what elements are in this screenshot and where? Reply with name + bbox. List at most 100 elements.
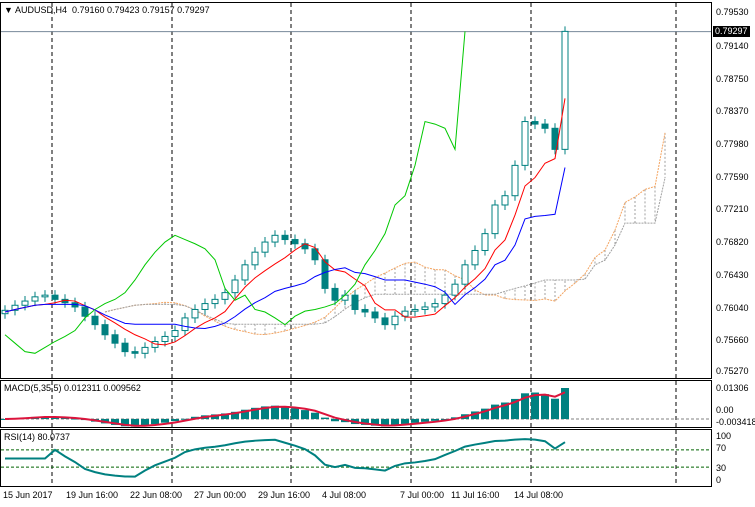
macd-bar bbox=[561, 388, 569, 419]
macd-bar bbox=[131, 419, 139, 427]
macd-bar bbox=[161, 419, 169, 423]
macd-bar bbox=[171, 419, 179, 422]
rsi-line bbox=[5, 438, 566, 478]
candle bbox=[521, 121, 529, 166]
candle bbox=[241, 264, 249, 281]
current-price-label: 0.79297 bbox=[713, 26, 750, 37]
time-axis-label: 14 Jul 08:00 bbox=[514, 490, 564, 500]
macd-bar bbox=[231, 411, 239, 419]
candle bbox=[201, 303, 209, 310]
macd-bar bbox=[181, 418, 189, 420]
macd-bar bbox=[481, 408, 489, 419]
low-value: 0.79157 bbox=[142, 5, 175, 15]
candle bbox=[101, 324, 109, 336]
price-axis-label: 0.76040 bbox=[716, 303, 749, 313]
candle bbox=[211, 298, 219, 305]
macd-bar bbox=[531, 392, 539, 419]
macd-bar bbox=[371, 419, 379, 426]
kijun-line bbox=[4, 167, 566, 329]
time-axis-label: 15 Jun 2017 bbox=[3, 490, 53, 500]
macd-bar bbox=[491, 404, 499, 419]
candle bbox=[471, 249, 479, 266]
open-value: 0.79160 bbox=[71, 5, 105, 15]
rsi-axis-100: 100 bbox=[716, 431, 732, 441]
price-axis-label: 0.77590 bbox=[716, 172, 749, 182]
candle bbox=[21, 300, 29, 306]
candle bbox=[501, 195, 509, 206]
rsi-axis-0: 0 bbox=[716, 475, 722, 485]
candle bbox=[191, 308, 199, 319]
time-axis-label: 11 Jul 16:00 bbox=[451, 490, 500, 500]
rsi-axis-30: 30 bbox=[716, 463, 727, 473]
candle bbox=[411, 308, 419, 312]
macd-bar bbox=[401, 419, 409, 424]
macd-bar bbox=[311, 412, 319, 419]
candle bbox=[441, 294, 449, 305]
macd-bar bbox=[381, 419, 389, 427]
candle bbox=[171, 330, 179, 337]
candle bbox=[371, 311, 379, 319]
candle bbox=[291, 239, 299, 245]
macd-bar bbox=[251, 407, 259, 419]
candle bbox=[121, 342, 129, 353]
price-axis-label: 0.75660 bbox=[716, 335, 749, 345]
macd-bar bbox=[241, 409, 249, 419]
macd-bar bbox=[411, 419, 419, 423]
candle bbox=[41, 294, 49, 298]
macd-bar bbox=[431, 419, 439, 421]
time-axis-label: 29 Jun 16:00 bbox=[258, 490, 311, 500]
candle bbox=[221, 292, 229, 300]
macd-bar bbox=[291, 408, 299, 419]
candle bbox=[181, 317, 189, 332]
macd-bar bbox=[111, 419, 119, 425]
macd-axis-top: 0.01306 bbox=[716, 383, 749, 393]
macd-bar bbox=[521, 393, 529, 419]
macd-axis-min: -0.003418 bbox=[716, 417, 755, 427]
candle bbox=[51, 294, 59, 300]
macd-bar bbox=[501, 402, 509, 419]
candle bbox=[231, 279, 239, 294]
candle bbox=[271, 234, 279, 243]
candle bbox=[131, 351, 139, 354]
time-axis-label: 22 Jun 08:00 bbox=[130, 490, 183, 500]
price-axis-label: 0.78750 bbox=[716, 74, 749, 84]
macd-bar bbox=[71, 418, 79, 420]
candle bbox=[381, 317, 389, 326]
macd-bar bbox=[221, 413, 229, 419]
candle bbox=[341, 294, 349, 301]
candle bbox=[31, 296, 39, 302]
macd-bar bbox=[511, 398, 519, 419]
chikou-line bbox=[4, 31, 466, 354]
price-axis-label: 0.77980 bbox=[716, 139, 749, 149]
candle bbox=[431, 303, 439, 308]
candle bbox=[451, 283, 459, 296]
time-axis-label: 19 Jun 16:00 bbox=[66, 490, 119, 500]
candle bbox=[491, 204, 499, 235]
price-axis-label: 0.78370 bbox=[716, 106, 749, 116]
candle bbox=[421, 306, 429, 310]
candle bbox=[81, 306, 89, 317]
collapse-triangle-icon[interactable]: ▼ bbox=[4, 5, 13, 15]
time-axis-label: 27 Jun 00:00 bbox=[194, 490, 247, 500]
rsi-panel[interactable] bbox=[0, 429, 712, 487]
macd-signal-line bbox=[4, 391, 566, 427]
macd-panel[interactable] bbox=[0, 380, 712, 428]
tenkan-line bbox=[4, 98, 566, 346]
price-panel[interactable] bbox=[0, 2, 712, 379]
price-axis-label: 0.76820 bbox=[716, 237, 749, 247]
candle bbox=[361, 308, 369, 313]
macd-bar bbox=[1, 419, 9, 420]
candle bbox=[461, 264, 469, 285]
candle bbox=[281, 234, 289, 241]
candle bbox=[391, 315, 399, 326]
macd-bar bbox=[151, 419, 159, 425]
time-axis-label: 7 Jul 00:00 bbox=[400, 490, 445, 500]
symbol-label: AUDUSD,H4 bbox=[14, 5, 67, 15]
macd-bar bbox=[541, 394, 549, 419]
candle bbox=[481, 233, 489, 251]
macd-bar bbox=[141, 419, 149, 426]
macd-bar bbox=[361, 419, 369, 425]
candle bbox=[511, 164, 519, 197]
chart-header: ▼ AUDUSD,H4 0.79160 0.79423 0.79157 0.79… bbox=[4, 5, 210, 16]
